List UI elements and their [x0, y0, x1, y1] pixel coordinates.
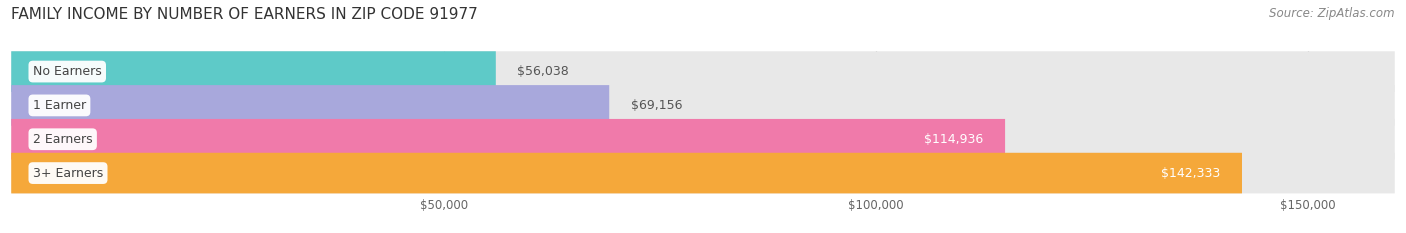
- Text: $69,156: $69,156: [631, 99, 682, 112]
- FancyBboxPatch shape: [11, 153, 1395, 193]
- FancyBboxPatch shape: [11, 153, 1241, 193]
- Text: $114,936: $114,936: [924, 133, 983, 146]
- Text: 3+ Earners: 3+ Earners: [32, 167, 103, 180]
- FancyBboxPatch shape: [11, 85, 609, 126]
- Text: 1 Earner: 1 Earner: [32, 99, 86, 112]
- FancyBboxPatch shape: [11, 85, 1395, 126]
- Text: FAMILY INCOME BY NUMBER OF EARNERS IN ZIP CODE 91977: FAMILY INCOME BY NUMBER OF EARNERS IN ZI…: [11, 7, 478, 22]
- FancyBboxPatch shape: [11, 51, 496, 92]
- FancyBboxPatch shape: [11, 119, 1395, 160]
- Text: Source: ZipAtlas.com: Source: ZipAtlas.com: [1270, 7, 1395, 20]
- Text: $142,333: $142,333: [1161, 167, 1220, 180]
- Text: 2 Earners: 2 Earners: [32, 133, 93, 146]
- Text: $56,038: $56,038: [517, 65, 569, 78]
- FancyBboxPatch shape: [11, 51, 1395, 92]
- FancyBboxPatch shape: [11, 119, 1005, 160]
- Text: No Earners: No Earners: [32, 65, 101, 78]
